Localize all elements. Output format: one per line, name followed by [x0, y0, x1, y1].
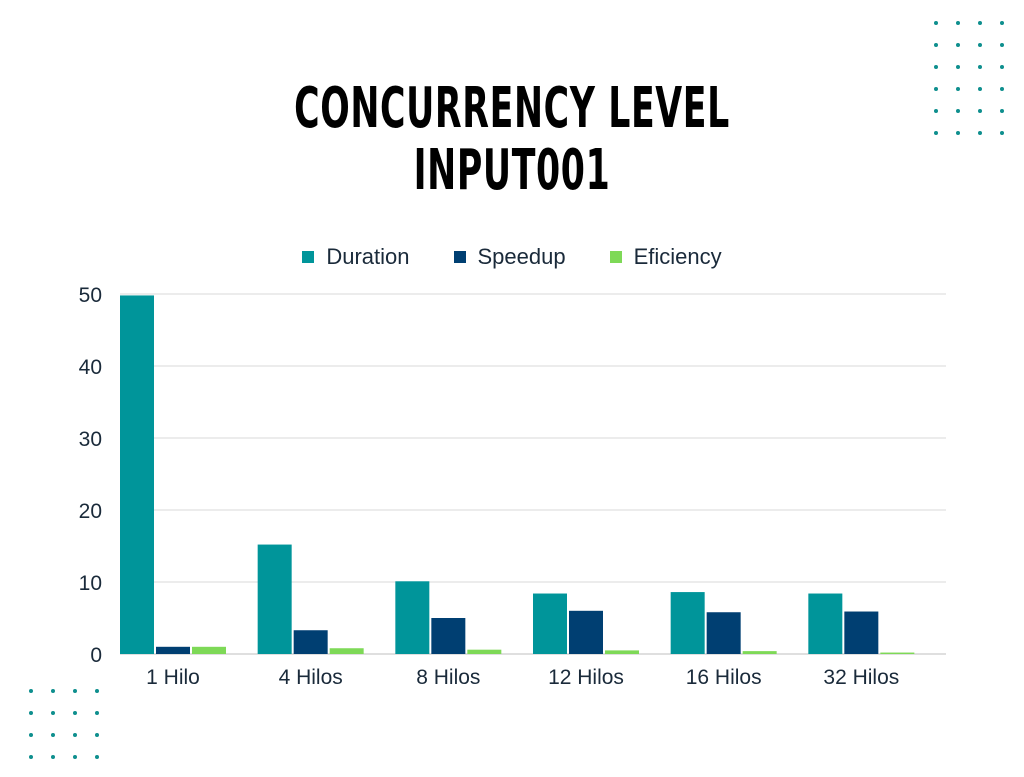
dot — [29, 755, 33, 759]
dot — [1000, 87, 1004, 91]
dot — [956, 109, 960, 113]
bar-speedup-5 — [844, 611, 879, 654]
dot — [29, 689, 33, 693]
dot — [73, 733, 77, 737]
legend: Duration Speedup Eficiency — [0, 244, 1024, 270]
dot — [956, 65, 960, 69]
dot — [978, 109, 982, 113]
dot — [934, 87, 938, 91]
dot — [978, 87, 982, 91]
legend-item-speedup: Speedup — [453, 244, 566, 270]
dot — [934, 65, 938, 69]
x-tick-label-5: 32 Hilos — [823, 666, 899, 689]
bar-eficiency-3 — [605, 650, 639, 654]
dot — [51, 689, 55, 693]
dot — [1000, 21, 1004, 25]
y-tick-label-0: 0 — [90, 644, 102, 667]
legend-item-duration: Duration — [302, 244, 410, 270]
bar-duration-4 — [670, 592, 705, 654]
bar-eficiency-0 — [192, 646, 226, 654]
bar-duration-5 — [808, 593, 843, 654]
dot — [956, 43, 960, 47]
dot — [978, 43, 982, 47]
y-tick-label-20: 20 — [79, 500, 102, 523]
bar-speedup-3 — [569, 610, 603, 654]
legend-label-eficiency: Eficiency — [633, 244, 722, 269]
x-tick-label-0: 1 Hilo — [146, 666, 200, 689]
dot — [51, 733, 55, 737]
y-tick-label-10: 10 — [79, 572, 102, 595]
title-line-1: CONCURRENCY LEVEL — [294, 76, 730, 141]
x-tick-label-1: 4 Hilos — [279, 666, 343, 689]
bar-eficiency-5 — [880, 652, 915, 654]
dot — [956, 21, 960, 25]
legend-item-eficiency: Eficiency — [609, 244, 722, 270]
bar-duration-3 — [533, 593, 567, 654]
legend-label-duration: Duration — [326, 244, 410, 269]
chart-title: CONCURRENCY LEVEL INPUT001 — [195, 78, 830, 202]
legend-swatch-duration — [302, 251, 315, 263]
dot — [956, 131, 960, 135]
bar-speedup-4 — [706, 612, 741, 654]
title-line-2: INPUT001 — [413, 138, 611, 203]
legend-swatch-eficiency — [609, 251, 622, 263]
dot — [51, 711, 55, 715]
y-tick-label-40: 40 — [79, 356, 102, 379]
dot — [978, 21, 982, 25]
decorative-dots-bottom-left — [29, 689, 117, 777]
decorative-dots-top-right — [934, 21, 1022, 153]
dot — [978, 65, 982, 69]
dot — [1000, 65, 1004, 69]
bar-duration-0 — [120, 295, 154, 654]
dot — [978, 131, 982, 135]
bar-speedup-2 — [431, 618, 466, 654]
bar-speedup-0 — [156, 646, 190, 654]
y-tick-label-30: 30 — [79, 428, 102, 451]
dot — [934, 21, 938, 25]
dot — [1000, 131, 1004, 135]
dot — [95, 711, 99, 715]
dot — [1000, 43, 1004, 47]
x-tick-label-3: 12 Hilos — [548, 666, 624, 689]
legend-swatch-speedup — [453, 251, 466, 263]
bar-eficiency-4 — [742, 651, 777, 654]
dot — [29, 733, 33, 737]
dot — [73, 755, 77, 759]
dot — [51, 755, 55, 759]
dot — [95, 733, 99, 737]
dot — [73, 711, 77, 715]
dot — [29, 711, 33, 715]
bar-eficiency-2 — [467, 649, 502, 654]
bar-speedup-1 — [293, 630, 328, 654]
dot — [956, 87, 960, 91]
dot — [934, 131, 938, 135]
dot — [1000, 109, 1004, 113]
y-tick-label-50: 50 — [79, 284, 102, 307]
bar-duration-2 — [395, 581, 430, 654]
bar-duration-1 — [257, 544, 292, 654]
dot — [934, 109, 938, 113]
dot — [73, 689, 77, 693]
legend-label-speedup: Speedup — [477, 244, 566, 269]
x-tick-label-4: 16 Hilos — [686, 666, 762, 689]
x-tick-label-2: 8 Hilos — [416, 666, 480, 689]
dot — [95, 689, 99, 693]
bar-eficiency-1 — [329, 648, 364, 654]
dot — [934, 43, 938, 47]
dot — [95, 755, 99, 759]
